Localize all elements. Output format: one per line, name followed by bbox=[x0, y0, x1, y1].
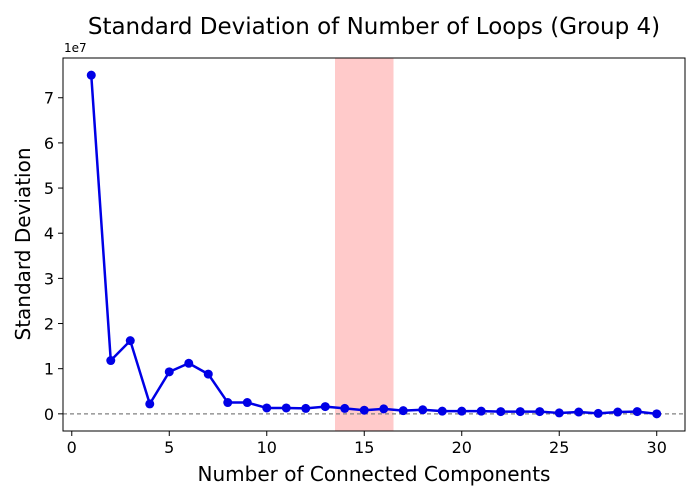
data-point bbox=[86, 70, 96, 80]
data-point bbox=[262, 403, 272, 413]
plot-frame bbox=[62, 57, 686, 432]
data-point bbox=[379, 404, 389, 414]
y-tick-label: 6 bbox=[44, 134, 54, 153]
data-point bbox=[106, 356, 116, 366]
data-point bbox=[223, 398, 233, 408]
data-point bbox=[340, 403, 350, 413]
data-point bbox=[535, 407, 545, 417]
y-tick-label: 5 bbox=[44, 179, 54, 198]
data-point bbox=[496, 407, 506, 417]
data-point bbox=[145, 399, 155, 409]
data-point bbox=[320, 402, 330, 412]
data-point bbox=[203, 369, 213, 379]
y-tick-label: 1 bbox=[44, 360, 54, 379]
y-axis-label: Standard Deviation bbox=[11, 147, 35, 340]
y-tick-label: 7 bbox=[44, 89, 54, 108]
data-point bbox=[613, 407, 623, 417]
data-point bbox=[418, 405, 428, 415]
data-point bbox=[359, 405, 369, 415]
x-tick-label: 20 bbox=[452, 438, 472, 457]
x-axis: 0 5 10 15 20 25 30 bbox=[67, 431, 667, 457]
x-tick-label: 30 bbox=[647, 438, 667, 457]
series-layer bbox=[86, 70, 662, 419]
data-point bbox=[301, 403, 311, 413]
data-point bbox=[457, 406, 467, 416]
x-axis-label: Number of Connected Components bbox=[198, 462, 551, 486]
x-tick-label: 10 bbox=[257, 438, 277, 457]
y-tick-label: 3 bbox=[44, 269, 54, 288]
data-point bbox=[515, 407, 525, 417]
x-tick-label: 15 bbox=[354, 438, 374, 457]
x-tick-label: 0 bbox=[67, 438, 77, 457]
data-point bbox=[476, 406, 486, 416]
data-point bbox=[593, 408, 603, 418]
data-point bbox=[574, 407, 584, 417]
data-point bbox=[242, 398, 252, 408]
data-point bbox=[184, 358, 194, 368]
y-axis-offset-label: 1e7 bbox=[64, 41, 87, 55]
x-tick-label: 5 bbox=[164, 438, 174, 457]
data-point bbox=[632, 407, 642, 417]
data-point bbox=[281, 403, 291, 413]
x-tick-label: 25 bbox=[549, 438, 569, 457]
chart-title: Standard Deviation of Number of Loops (G… bbox=[88, 14, 660, 40]
data-point bbox=[164, 367, 174, 377]
data-point bbox=[398, 406, 408, 416]
y-axis: 0 1 2 3 4 5 6 7 bbox=[44, 89, 63, 424]
data-point bbox=[437, 406, 447, 416]
highlight-band bbox=[335, 58, 394, 431]
data-point bbox=[652, 409, 662, 419]
y-tick-label: 4 bbox=[44, 224, 54, 243]
y-tick-label: 2 bbox=[44, 315, 54, 334]
y-tick-label: 0 bbox=[44, 405, 54, 424]
data-point bbox=[554, 408, 564, 418]
data-point bbox=[125, 336, 135, 346]
